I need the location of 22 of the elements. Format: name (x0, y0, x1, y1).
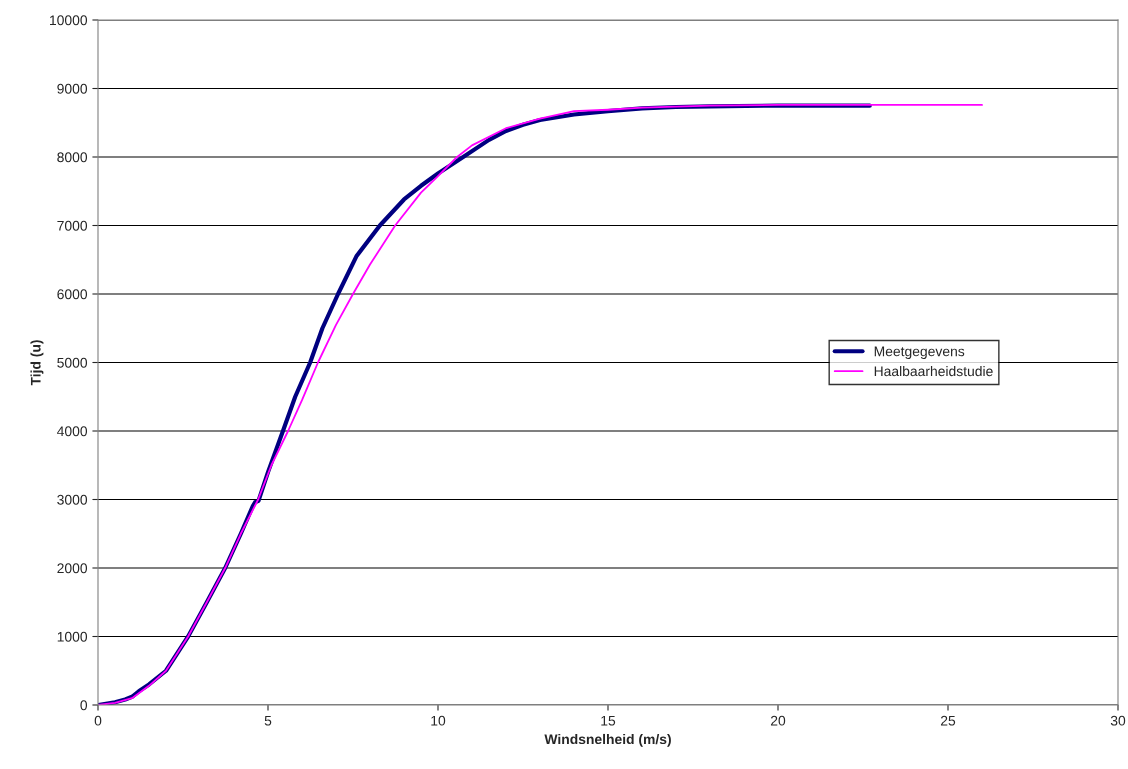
y-tick-label: 7000 (57, 220, 88, 231)
x-tick-label: 5 (264, 715, 272, 726)
x-tick-label: 10 (431, 715, 446, 726)
y-tick-label: 1000 (57, 631, 88, 642)
y-tick-label: 4000 (57, 426, 88, 437)
legend-label: Haalbaarheidstudie (874, 365, 993, 377)
x-tick-label: 15 (601, 715, 616, 726)
y-tick-label: 10000 (50, 15, 88, 26)
y-tick-label: 0 (80, 700, 88, 711)
y-tick-label: 5000 (57, 357, 88, 368)
y-tick-label: 8000 (57, 152, 88, 163)
x-tick-label: 25 (940, 715, 956, 726)
y-tick-label: 6000 (57, 289, 88, 300)
y-tick-label: 9000 (57, 83, 88, 94)
y-axis-title: Tijd (u) (30, 340, 44, 386)
legend-label: Meetgegevens (874, 346, 965, 360)
x-tick-label: 30 (1110, 715, 1126, 726)
x-tick-label: 0 (94, 715, 102, 726)
y-tick-label: 2000 (57, 563, 88, 574)
x-tick-label: 20 (770, 715, 786, 726)
y-tick-label: 3000 (57, 494, 88, 505)
x-axis-title: Windsnelheid (m/s) (544, 733, 671, 747)
